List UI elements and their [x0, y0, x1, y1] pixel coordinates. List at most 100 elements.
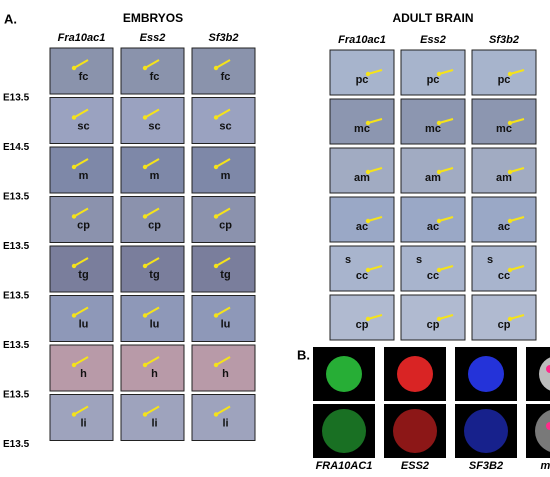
tissue-label: m: [150, 170, 160, 182]
arrow: [367, 69, 383, 75]
arrow-head: [213, 412, 219, 417]
region-label: am: [354, 172, 370, 184]
region-label: s: [416, 254, 422, 266]
stage-label: E13.5: [3, 439, 30, 450]
arrow-head: [436, 316, 442, 322]
region-label: cp: [356, 319, 369, 331]
arrow-head: [365, 169, 371, 175]
arrow: [73, 108, 89, 119]
tissue-label: tg: [149, 269, 159, 281]
section-image: [400, 98, 466, 145]
region-label: cc: [498, 270, 510, 282]
section-image: [400, 147, 466, 194]
arrow-head: [142, 263, 148, 269]
arrow: [509, 118, 525, 124]
panel-label: B.: [297, 347, 310, 362]
arrow-head: [365, 267, 371, 273]
tissue-label: cp: [219, 219, 232, 231]
arrow: [73, 356, 89, 366]
region-label: pc: [498, 74, 511, 86]
section-image: [191, 245, 256, 293]
section-image: [329, 245, 395, 292]
arrow: [367, 167, 383, 173]
arrow-head: [71, 115, 77, 120]
arrow-head: [142, 313, 148, 318]
tissue-label: sc: [77, 120, 89, 132]
arrow: [438, 265, 454, 271]
section-image: [471, 294, 537, 341]
arrow-head: [71, 164, 77, 170]
arrow: [509, 216, 525, 222]
arrow: [509, 265, 525, 271]
arrow: [367, 265, 383, 271]
section-image: [471, 147, 537, 194]
arrow: [509, 69, 525, 75]
region-label: mc: [496, 123, 512, 135]
arrow-head: [365, 316, 371, 322]
tissue-label: lu: [150, 318, 160, 330]
arrow-head: [213, 263, 219, 269]
arrow: [73, 405, 89, 416]
arrow: [144, 108, 160, 119]
tissue-label: tg: [220, 269, 230, 281]
tissue-label: m: [221, 170, 231, 182]
section-image: [329, 49, 395, 96]
nucleus: [535, 410, 550, 452]
section-image: [49, 196, 114, 243]
section-image: [471, 49, 537, 96]
arrow: [215, 405, 231, 416]
column-header: Sf3b2: [209, 32, 239, 44]
tissue-label: cp: [148, 219, 161, 231]
stage-label: E13.5: [3, 241, 30, 252]
arrow: [215, 257, 231, 267]
section-image: [191, 295, 256, 342]
tissue-label: li: [222, 417, 228, 429]
section-image: [120, 196, 185, 243]
arrow-head: [71, 412, 77, 417]
arrow-head: [436, 169, 442, 175]
nucleus: [464, 409, 508, 453]
tissue-label: sc: [148, 120, 160, 132]
stage-label: E13.5: [3, 291, 30, 302]
section-image: [49, 146, 114, 194]
arrow-head: [365, 71, 371, 77]
arrow-head: [213, 115, 219, 120]
section-image: [49, 344, 114, 392]
section-image: [49, 245, 114, 293]
arrow: [438, 314, 454, 320]
stage-label: E13.5: [3, 390, 30, 401]
arrow: [367, 216, 383, 222]
stage-label: E13.5: [3, 340, 30, 351]
arrow: [438, 118, 454, 124]
section-image: [120, 97, 185, 144]
section-image: [400, 245, 466, 292]
tissue-label: cp: [77, 219, 90, 231]
arrow-head: [365, 120, 371, 126]
region-label: ac: [356, 221, 368, 233]
region-label: ac: [427, 221, 439, 233]
arrow-head: [507, 316, 513, 322]
region-label: cc: [356, 270, 368, 282]
section-image: [191, 97, 256, 144]
tissue-label: li: [151, 417, 157, 429]
section-image: [191, 344, 256, 392]
nucleolus: [546, 365, 550, 373]
arrow: [509, 314, 525, 320]
section-image: [49, 295, 114, 342]
region-label: mc: [425, 123, 441, 135]
region-label: pc: [427, 74, 440, 86]
tissue-label: lu: [79, 318, 89, 330]
arrow-head: [71, 214, 77, 219]
tissue-label: lu: [221, 318, 231, 330]
arrow: [215, 59, 231, 69]
arrow-head: [71, 313, 77, 318]
column-header: Ess2: [140, 32, 166, 44]
arrow-head: [213, 164, 219, 170]
section-image: [191, 146, 256, 194]
region-label: cp: [498, 319, 511, 331]
nucleus: [322, 409, 366, 453]
arrow-head: [142, 65, 148, 71]
section-title: EMBRYOS: [123, 11, 183, 25]
nucleus: [393, 409, 437, 453]
arrow-head: [71, 65, 77, 71]
